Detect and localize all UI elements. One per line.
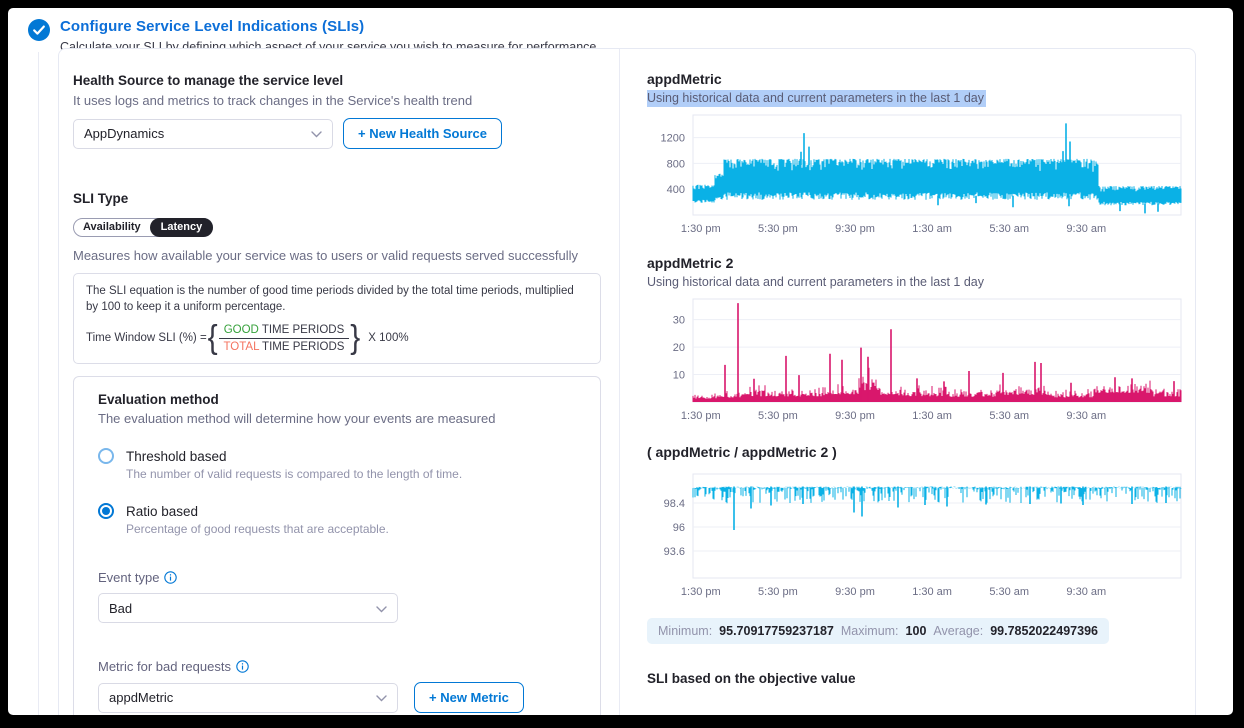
evaluation-method-subtitle: The evaluation method will determine how… bbox=[98, 411, 496, 427]
svg-text:20: 20 bbox=[673, 342, 685, 354]
sli-stats-bar: Minimum: 95.70917759237187 Maximum: 100 … bbox=[647, 618, 1109, 644]
svg-text:5:30 am: 5:30 am bbox=[989, 410, 1029, 422]
chevron-down-icon bbox=[311, 126, 322, 141]
sli-type-latency-pill[interactable]: Latency bbox=[149, 218, 214, 237]
ratio-based-desc: Percentage of good requests that are acc… bbox=[126, 522, 389, 537]
threshold-based-desc: The number of valid requests is compared… bbox=[126, 467, 463, 482]
chart1-title: appdMetric bbox=[647, 71, 722, 87]
svg-text:5:30 pm: 5:30 pm bbox=[758, 586, 798, 598]
svg-text:96: 96 bbox=[673, 522, 685, 534]
sli-type-description: Measures how available your service was … bbox=[73, 248, 579, 263]
chart-block-ratio: ( appdMetric / appdMetric 2 ) 93.6 96 98.4… bbox=[647, 444, 1187, 604]
stepper-line bbox=[38, 52, 39, 715]
svg-text:9:30 am: 9:30 am bbox=[1066, 410, 1106, 422]
svg-text:1:30 pm: 1:30 pm bbox=[681, 223, 721, 235]
sli-type-availability-pill[interactable]: Availability bbox=[83, 221, 141, 233]
sli-config-card: Health Source to manage the service leve… bbox=[58, 48, 1196, 715]
svg-text:1:30 am: 1:30 am bbox=[912, 410, 952, 422]
charts-panel: appdMetric Using historical data and cur… bbox=[620, 49, 1195, 715]
svg-text:5:30 am: 5:30 am bbox=[989, 223, 1029, 235]
maximum-label: Maximum: bbox=[840, 624, 899, 638]
svg-text:1200: 1200 bbox=[661, 133, 685, 145]
chart-block-appdmetric: appdMetric Using historical data and cur… bbox=[647, 71, 1187, 241]
sli-objective-heading: SLI based on the objective value bbox=[647, 671, 856, 686]
chart1-subtitle: Using historical data and current parame… bbox=[647, 90, 986, 107]
appdmetric2-chart: 10 20 30 1:30 pm 5:30 pm 9:30 pm 1:30 am 5:30 a… bbox=[673, 298, 1182, 422]
ratio-based-radio[interactable]: Ratio based bbox=[98, 503, 576, 520]
chevron-down-icon bbox=[376, 690, 387, 705]
svg-text:9:30 am: 9:30 am bbox=[1066, 223, 1106, 235]
svg-text:93.6: 93.6 bbox=[664, 546, 685, 558]
svg-text:400: 400 bbox=[667, 184, 685, 196]
sli-type-heading: SLI Type bbox=[73, 191, 129, 206]
svg-text:5:30 pm: 5:30 pm bbox=[758, 410, 798, 422]
evaluation-method-heading: Evaluation method bbox=[98, 392, 219, 408]
sli-equation-formula: Time Window SLI (%) = { GOOD TIME PERIOD… bbox=[86, 319, 588, 356]
svg-text:9:30 pm: 9:30 pm bbox=[835, 586, 875, 598]
metric-bad-label: Metric for bad requests bbox=[98, 659, 249, 674]
info-icon[interactable] bbox=[164, 571, 178, 584]
page-title: Configure Service Level Indications (SLI… bbox=[60, 18, 365, 35]
radio-selected-icon[interactable] bbox=[98, 503, 114, 520]
equation-rhs: X 100% bbox=[368, 332, 409, 345]
brace-left: { bbox=[207, 319, 218, 356]
threshold-based-radio[interactable]: Threshold based bbox=[98, 448, 576, 465]
svg-text:9:30 pm: 9:30 pm bbox=[835, 223, 875, 235]
svg-text:9:30 am: 9:30 am bbox=[1066, 586, 1106, 598]
event-type-label: Event type bbox=[98, 570, 178, 585]
equation-lhs: Time Window SLI (%) = bbox=[86, 332, 207, 345]
minimum-label: Minimum: bbox=[658, 624, 713, 638]
step-complete-check-icon bbox=[28, 19, 50, 54]
average-value: 99.7852022497396 bbox=[990, 624, 1098, 638]
average-label: Average: bbox=[933, 624, 984, 638]
chart2-subtitle: Using historical data and current parame… bbox=[647, 275, 984, 289]
metric-bad-select[interactable]: appdMetric bbox=[98, 682, 398, 713]
evaluation-method-box: Evaluation method The evaluation method … bbox=[73, 376, 601, 715]
event-type-value: Bad bbox=[109, 600, 133, 616]
equation-fraction: GOOD TIME PERIODS TOTAL TIME PERIODS bbox=[218, 323, 350, 353]
health-source-heading: Health Source to manage the service leve… bbox=[73, 73, 344, 88]
sli-form-panel: Health Source to manage the service leve… bbox=[59, 49, 620, 715]
sli-type-toggle: Availability Latency bbox=[73, 218, 214, 237]
event-type-select[interactable]: Bad bbox=[98, 593, 398, 624]
radio-unselected-icon[interactable] bbox=[98, 448, 114, 465]
svg-text:1:30 am: 1:30 am bbox=[912, 586, 952, 598]
ratio-chart: 93.6 96 98.4 1:30 pm 5:30 pm 9:30 pm 1:30 am 5:… bbox=[664, 473, 1182, 598]
chart-block-appdmetric2: appdMetric 2 Using historical data and c… bbox=[647, 255, 1187, 428]
good-term: GOOD bbox=[223, 323, 259, 336]
svg-text:98.4: 98.4 bbox=[664, 498, 685, 510]
metric-bad-value: appdMetric bbox=[109, 690, 174, 706]
svg-text:30: 30 bbox=[673, 315, 685, 327]
maximum-value: 100 bbox=[905, 624, 927, 638]
appdmetric-chart: 400 800 1200 1:30 pm 5:30 pm 9:30 pm 1:30 am 5:… bbox=[661, 114, 1182, 235]
svg-text:5:30 am: 5:30 am bbox=[989, 586, 1029, 598]
svg-text:1:30 pm: 1:30 pm bbox=[681, 586, 721, 598]
brace-right: } bbox=[350, 319, 361, 356]
health-source-subtitle: It uses logs and metrics to track change… bbox=[73, 93, 473, 108]
svg-text:1:30 pm: 1:30 pm bbox=[681, 410, 721, 422]
health-source-select[interactable]: AppDynamics bbox=[73, 118, 333, 149]
new-health-source-button[interactable]: + New Health Source bbox=[343, 118, 502, 149]
svg-text:800: 800 bbox=[667, 158, 685, 170]
new-metric-bad-button[interactable]: + New Metric bbox=[414, 682, 524, 714]
minimum-value: 95.70917759237187 bbox=[719, 624, 834, 638]
info-icon[interactable] bbox=[236, 660, 249, 673]
chart2-title: appdMetric 2 bbox=[647, 255, 734, 271]
svg-text:5:30 pm: 5:30 pm bbox=[758, 223, 798, 235]
total-term: TOTAL bbox=[223, 340, 260, 353]
svg-text:1:30 am: 1:30 am bbox=[912, 223, 952, 235]
svg-text:9:30 pm: 9:30 pm bbox=[835, 410, 875, 422]
chevron-down-icon bbox=[376, 601, 387, 616]
chart3-title: ( appdMetric / appdMetric 2 ) bbox=[647, 444, 837, 460]
health-source-value: AppDynamics bbox=[84, 126, 165, 141]
sli-equation-text: The SLI equation is the number of good t… bbox=[86, 285, 574, 314]
svg-text:10: 10 bbox=[673, 370, 685, 382]
slo-config-page: Configure Service Level Indications (SLI… bbox=[8, 8, 1233, 715]
sli-equation-box: The SLI equation is the number of good t… bbox=[73, 273, 601, 365]
